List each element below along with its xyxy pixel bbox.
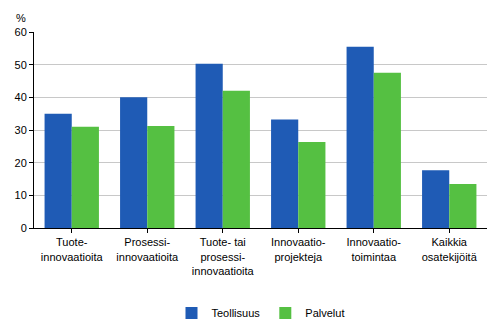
svg-text:%: % (16, 12, 26, 24)
svg-text:Innovaatio-toimintaa: Innovaatio-toimintaa (347, 236, 402, 262)
svg-text:40: 40 (15, 91, 27, 103)
svg-text:Kaikkiaosatekijöitä: Kaikkiaosatekijöitä (422, 236, 478, 262)
svg-text:20: 20 (15, 157, 27, 169)
svg-text:60: 60 (15, 26, 27, 38)
svg-text:50: 50 (15, 59, 27, 71)
svg-text:30: 30 (15, 124, 27, 136)
svg-text:Tuote- taiprosessi-innovaatioi: Tuote- taiprosessi-innovaatioita (192, 236, 255, 277)
svg-text:10: 10 (15, 189, 27, 201)
svg-text:Prosessi-innovaatioita: Prosessi-innovaatioita (116, 236, 179, 262)
svg-text:Teollisuus: Teollisuus (212, 307, 261, 319)
svg-text:Palvelut: Palvelut (305, 307, 344, 319)
svg-text:Innovaatio-projekteja: Innovaatio-projekteja (271, 236, 326, 262)
svg-text:0: 0 (21, 222, 27, 234)
svg-text:Tuote-innovaatioita: Tuote-innovaatioita (41, 236, 104, 262)
